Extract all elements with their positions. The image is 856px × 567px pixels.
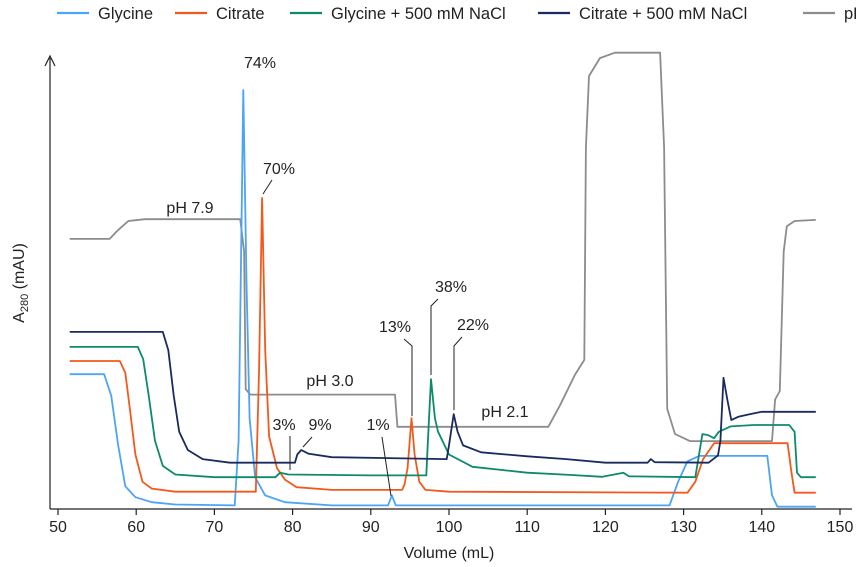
legend-label: Citrate + 500 mM NaCl (579, 5, 747, 23)
annotation-label: pH 7.9 (166, 200, 213, 217)
annotation-label: pH 3.0 (306, 373, 353, 390)
series-lines (69, 51, 816, 508)
annotation-label: 70% (263, 161, 295, 178)
annotation-label: 1% (366, 417, 389, 434)
annotation-label: pH 2.1 (481, 404, 528, 421)
annotation-label: 74% (244, 55, 276, 72)
x-tick-label: 50 (49, 519, 67, 536)
x-axis-label: Volume (mL) (404, 545, 495, 562)
legend-label: Citrate (216, 5, 265, 23)
x-tick-label: 110 (514, 519, 540, 536)
annotation-leader-line (302, 436, 313, 448)
series-line-citrate-500-mm-nacl (69, 330, 816, 464)
annotation-leader-line (430, 298, 439, 375)
annotation-label: 22% (457, 317, 489, 334)
x-tick-label: 70 (206, 519, 224, 536)
annotation-leader-line (381, 436, 392, 497)
annotation-label: 3% (272, 417, 295, 434)
y-axis-label: A280 (mAU) (11, 243, 31, 323)
series-line-ph (69, 51, 816, 443)
annotations: 74% 70% 3% 9% 1% 13% 38% 22% pH 7.9 pH 3.0 pH 2.1 (166, 55, 529, 497)
x-tick-label: 150 (827, 519, 854, 536)
x-tick-label: 80 (284, 519, 302, 536)
legend-label: Glycine + 500 mM NaCl (331, 5, 506, 23)
x-tick-label: 130 (670, 519, 697, 536)
legend-label: Glycine (98, 5, 153, 23)
annotation-leader-line (453, 336, 463, 410)
series-line-citrate (69, 197, 816, 494)
series-line-glycine-500-mm-nacl (69, 345, 816, 479)
annotation-leader-line (403, 338, 413, 416)
series-line-glycine (69, 89, 816, 508)
x-tick-label: 120 (592, 519, 619, 536)
x-tick-label: 140 (748, 519, 775, 536)
legend-label: pH (844, 5, 856, 23)
x-tick-label: 60 (127, 519, 145, 536)
x-tick-label: 90 (362, 519, 380, 536)
annotation-label: 38% (435, 279, 467, 296)
annotation-label: 9% (308, 417, 331, 434)
annotation-label: 13% (379, 319, 411, 336)
legend: Glycine Citrate Glycine + 500 mM NaCl Citra… (57, 5, 856, 23)
x-tick-label: 100 (436, 519, 463, 536)
y-axis-arrow (44, 54, 56, 67)
x-ticks: 50 60 70 80 90 100 110 120 130 140 150 (49, 509, 853, 536)
axes (44, 54, 852, 510)
annotation-leader-line (262, 179, 273, 195)
